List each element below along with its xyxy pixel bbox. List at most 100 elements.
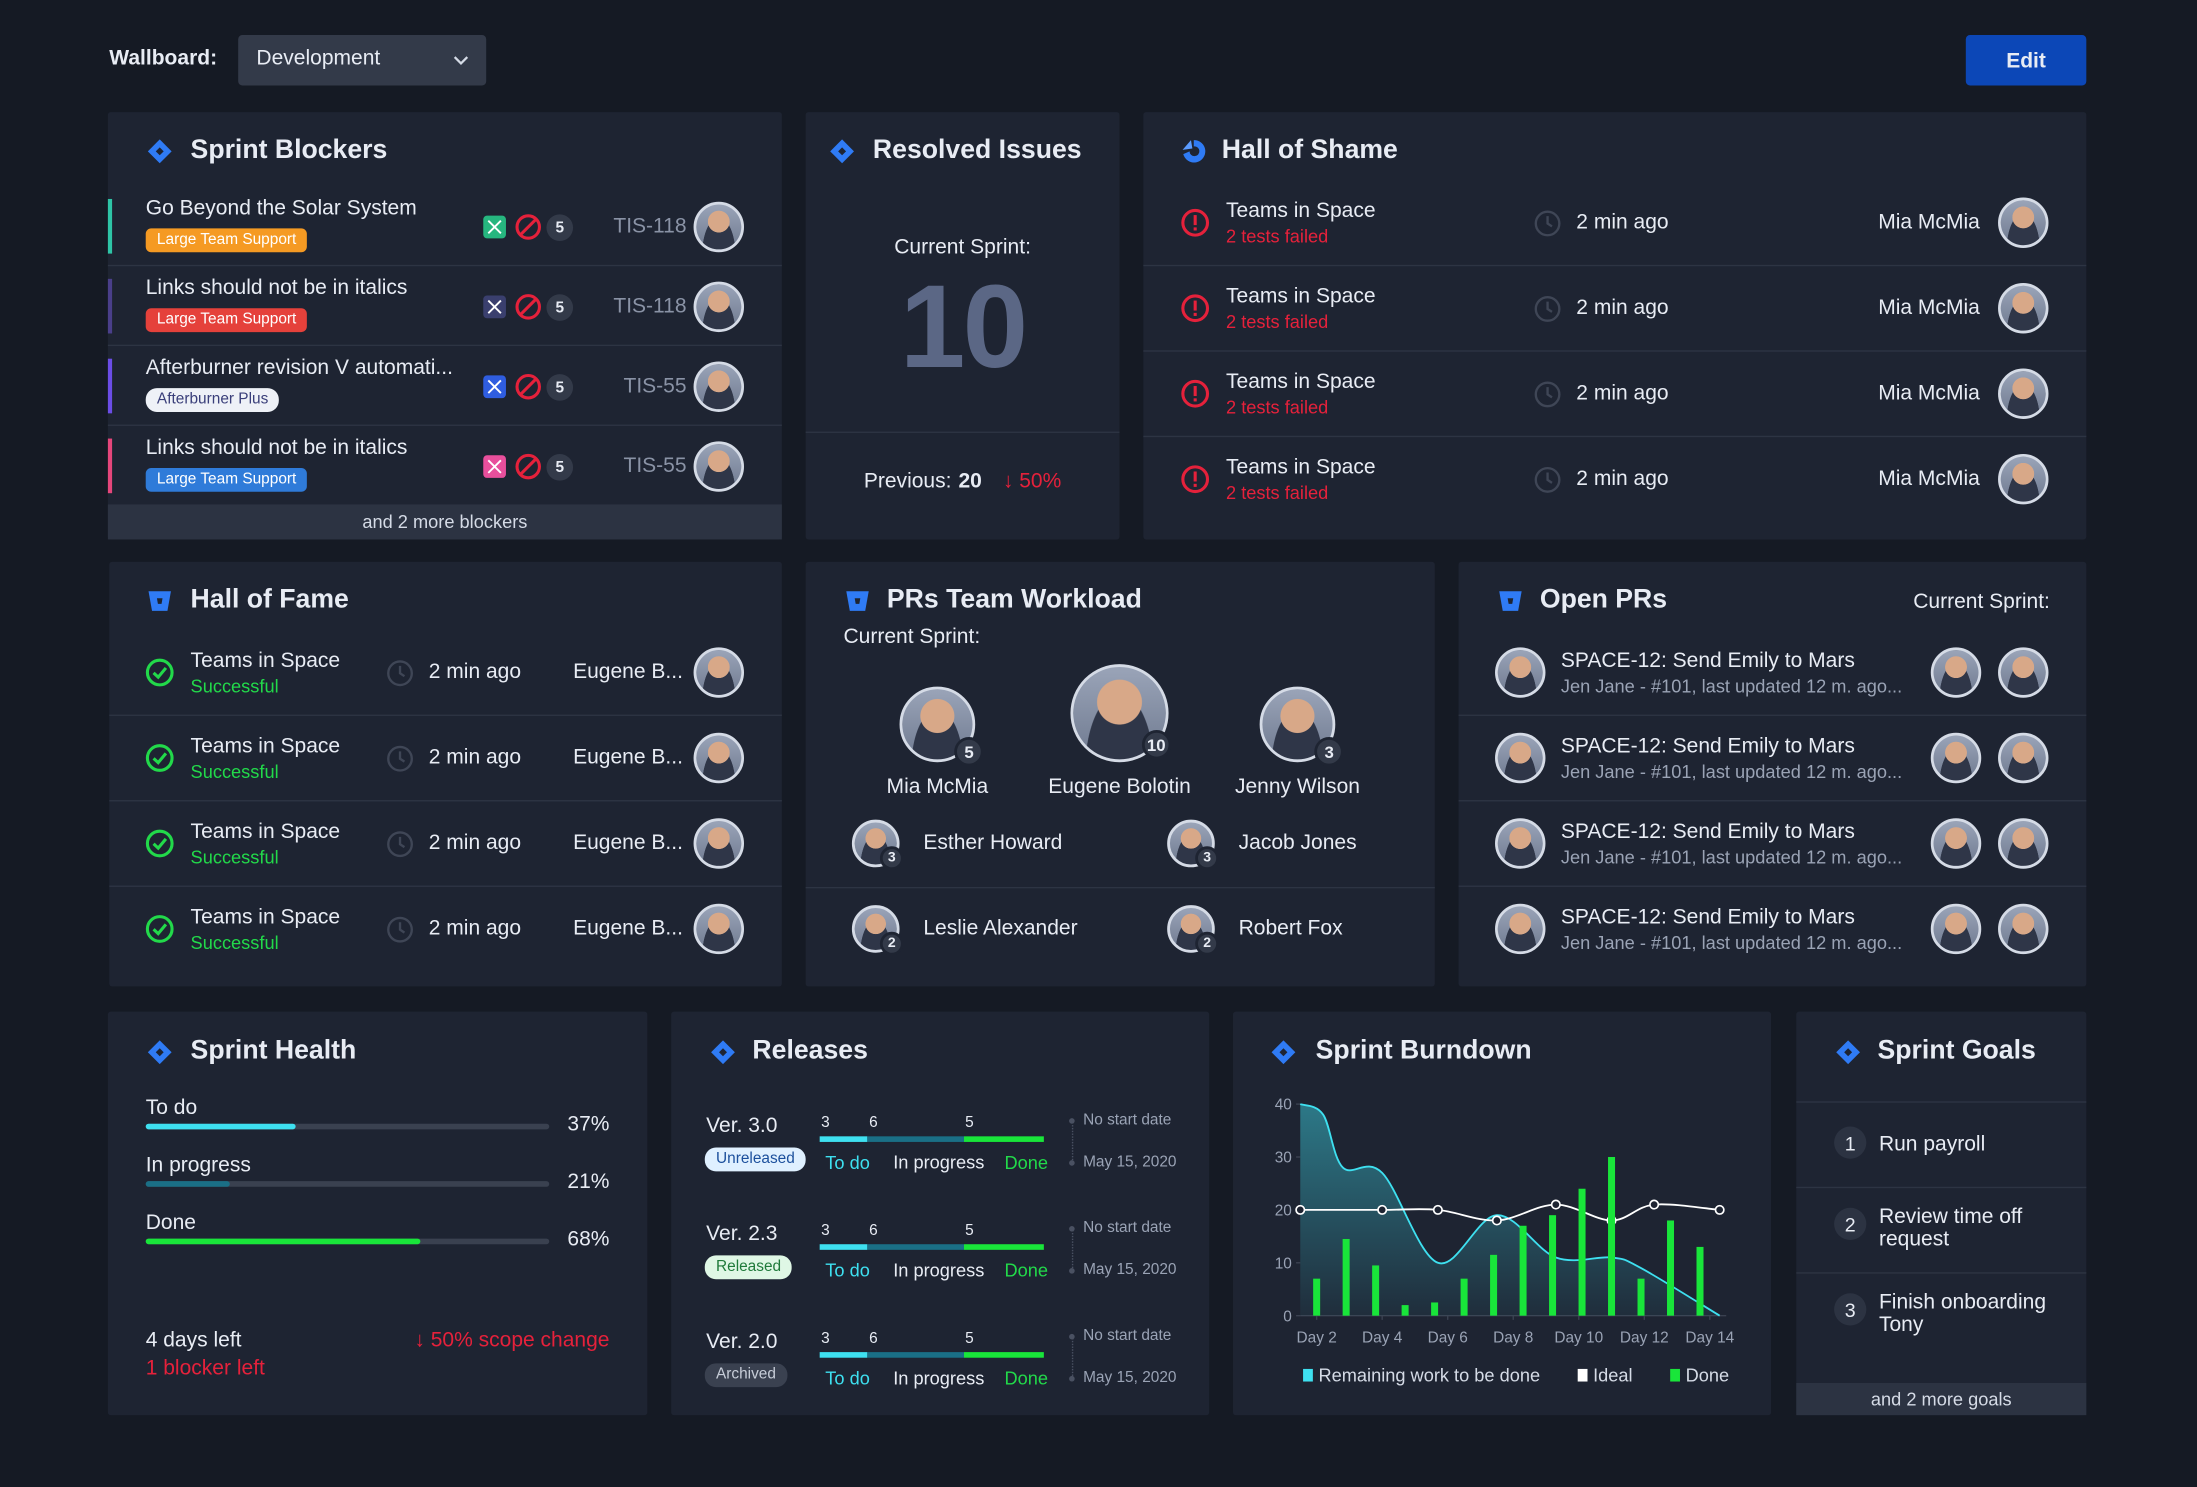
x-tick-label: Day 12 — [1620, 1329, 1669, 1346]
release-status: Unreleased — [704, 1147, 807, 1172]
pr-meta: Jen Jane - #101, last updated 12 m. ago.… — [1560, 675, 1903, 697]
health-percent: 37% — [567, 1112, 610, 1137]
pr-title: SPACE-12: Send Emily to Mars — [1560, 734, 1855, 759]
release-start: No start date — [1083, 1327, 1172, 1345]
pr-count-badge: 2 — [1195, 931, 1220, 956]
release-count: 6 — [869, 1330, 878, 1348]
blocker-icon — [514, 453, 542, 481]
release-version: Ver. 3.0 — [706, 1113, 778, 1138]
status-label: To do — [825, 1259, 870, 1281]
release-segment — [963, 1352, 1044, 1358]
status-label: In progress — [893, 1367, 985, 1389]
status-label: In progress — [893, 1151, 985, 1173]
card-title: Sprint Burndown — [1315, 1036, 1532, 1066]
timeline-dot — [1069, 1333, 1075, 1340]
releases-card — [671, 1011, 1210, 1416]
blocker-tag: Large Team Support — [145, 467, 308, 492]
goal-text: Review time off request — [1878, 1204, 2023, 1252]
status-label: Done — [1004, 1152, 1049, 1174]
y-tick-label: 10 — [1275, 1255, 1292, 1272]
priority-stripe — [107, 198, 113, 254]
goal-text: Finish onboarding Tony — [1878, 1290, 2047, 1337]
release-segment — [867, 1136, 964, 1142]
edit-button[interactable]: Edit — [1965, 35, 2087, 86]
pr-count-badge: 2 — [879, 931, 904, 956]
timeline-dot — [1069, 1160, 1075, 1166]
clock-icon — [1533, 208, 1562, 237]
avatar — [693, 361, 745, 412]
build-time: 2 min ago — [1576, 466, 1669, 491]
done-bar — [1696, 1246, 1704, 1316]
pr-meta: Jen Jane - #101, last updated 12 m. ago.… — [1560, 846, 1903, 868]
jira-icon — [1834, 1038, 1862, 1066]
goal-number: 2 — [1834, 1207, 1867, 1241]
timeline-line — [1071, 1120, 1074, 1163]
avatar — [1495, 818, 1546, 869]
build-status: Successful — [190, 932, 279, 954]
release-version: Ver. 2.3 — [706, 1221, 778, 1246]
bitbucket-icon — [843, 587, 871, 615]
blocker-count: 5 — [546, 453, 574, 481]
health-bar — [145, 1238, 421, 1245]
divider — [805, 431, 1120, 433]
build-time: 2 min ago — [428, 659, 522, 684]
avatar — [1495, 647, 1546, 698]
build-project: Teams in Space — [1226, 198, 1376, 223]
x-tick-label: Day 6 — [1428, 1329, 1468, 1346]
dropdown[interactable] — [238, 35, 487, 86]
bitbucket-icon — [1496, 587, 1524, 615]
priority-stripe — [107, 358, 113, 414]
timeline-dot — [1069, 1226, 1075, 1232]
resolved-count: 10 — [899, 260, 1028, 393]
x-tick-label: Day 10 — [1554, 1329, 1603, 1346]
avatar — [1998, 197, 2049, 249]
avatar — [1998, 453, 2049, 505]
success-icon — [144, 743, 175, 774]
release-start: No start date — [1083, 1219, 1172, 1237]
build-time: 2 min ago — [1576, 210, 1669, 234]
card-title: Hall of Fame — [190, 585, 349, 615]
y-tick-label: 20 — [1275, 1202, 1292, 1219]
footer-bar: and 2 more blockers — [107, 504, 782, 540]
build-project: Teams in Space — [190, 819, 341, 844]
release-status: Released — [704, 1255, 793, 1280]
divider — [107, 264, 782, 267]
release-count: 6 — [869, 1114, 878, 1132]
issue-key: TIS-118 — [613, 294, 687, 319]
issue-key: TIS-55 — [623, 374, 687, 398]
pr-title: SPACE-12: Send Emily to Mars — [1560, 819, 1855, 844]
ideal-point — [1714, 1204, 1725, 1215]
legend-swatch — [1670, 1368, 1680, 1382]
status-label: Done — [1004, 1367, 1049, 1389]
goal-text: Run payroll — [1878, 1132, 1986, 1156]
card-title: Releases — [752, 1036, 868, 1066]
done-bar — [1401, 1305, 1409, 1316]
build-time: 2 min ago — [1576, 295, 1669, 320]
avatar — [1998, 647, 2049, 698]
release-segment — [963, 1136, 1044, 1142]
success-icon — [144, 657, 175, 688]
clock-icon — [1533, 464, 1562, 493]
hall-of-fame-card — [109, 561, 782, 987]
build-user: Mia McMia — [1878, 381, 1980, 405]
card-title: PRs Team Workload — [886, 585, 1142, 615]
avatar — [1998, 732, 2049, 784]
failed-icon — [1180, 464, 1211, 495]
avatar — [693, 441, 745, 492]
wallboard-label: Wallboard: — [109, 46, 218, 71]
ideal-point — [1432, 1204, 1443, 1215]
priority-stripe — [107, 438, 113, 494]
jira-icon — [709, 1038, 737, 1066]
avatar — [693, 818, 745, 869]
sprint-label: Current Sprint: — [894, 235, 1031, 260]
clock-icon — [385, 658, 414, 687]
person-name: Jacob Jones — [1238, 830, 1357, 855]
build-user: Eugene B... — [573, 830, 683, 855]
build-status: Successful — [190, 846, 279, 868]
divider — [109, 885, 782, 887]
blockers-left: 1 blocker left — [145, 1356, 265, 1381]
timeline-line — [1071, 1228, 1074, 1271]
card-title: Sprint Goals — [1877, 1036, 2036, 1066]
previous-label: Previous: — [863, 469, 952, 494]
divider — [107, 344, 782, 347]
